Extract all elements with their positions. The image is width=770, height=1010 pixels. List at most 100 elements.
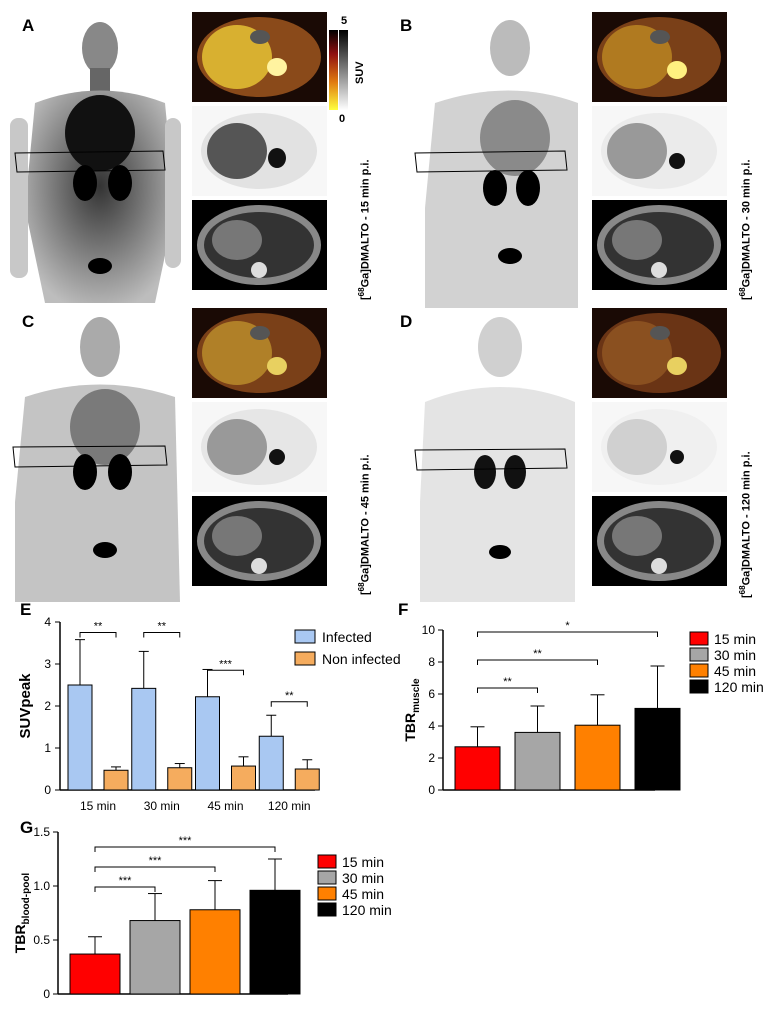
bar xyxy=(129,920,181,995)
legend-label: 15 min xyxy=(342,854,384,870)
mip-body-image-d xyxy=(414,317,575,602)
legend-swatch xyxy=(317,886,337,901)
y-axis-label: TBRblood-pool xyxy=(12,873,32,954)
ct-axial-image-b xyxy=(592,200,727,290)
x-tick-label: 120 min xyxy=(268,799,311,810)
chart-g: 0 0.5 1.0 1.5 TBRblood-pool *** *** *** 15 min30… xyxy=(12,825,392,1001)
significance-bracket xyxy=(207,669,244,676)
significance-bracket xyxy=(94,866,216,872)
suv-min-label: 0 xyxy=(339,113,345,124)
legend-label: 30 min xyxy=(342,870,384,886)
significance-label: *** xyxy=(119,875,133,887)
significance-bracket xyxy=(79,632,117,638)
chart-e: 0 1 2 3 4 SUVpeak 15 min ** 30 min ** 45 min *** 120… xyxy=(17,615,400,810)
mip-body-image-c xyxy=(12,317,180,602)
y-tick-label: 8 xyxy=(428,655,435,669)
fused-pet-ct-image-a xyxy=(192,12,327,102)
legend-label: 45 min xyxy=(342,886,384,902)
bar xyxy=(67,684,93,791)
y-tick-label: 0 xyxy=(428,783,435,797)
pet-axial-image-d xyxy=(592,402,727,492)
bar xyxy=(189,909,241,995)
caption-a: [68Ga]DMALTO - 15 min p.i. xyxy=(357,159,372,300)
ct-axial-image-d xyxy=(592,496,727,586)
y-tick-label: 2 xyxy=(44,699,51,713)
legend-swatch xyxy=(294,629,316,644)
legend-swatch xyxy=(317,902,337,917)
y-tick-label: 3 xyxy=(44,657,51,671)
bar xyxy=(195,696,220,791)
significance-bracket xyxy=(477,659,598,665)
bar xyxy=(258,735,284,791)
panel-letter-g: G xyxy=(20,818,34,837)
y-tick-label: 0.5 xyxy=(33,933,50,947)
bar xyxy=(131,687,157,791)
panel-letter-f: F xyxy=(398,600,409,619)
x-tick-label: 45 min xyxy=(207,799,243,810)
y-tick-label: 0 xyxy=(44,783,51,797)
y-tick-label: 10 xyxy=(422,623,436,637)
significance-label: * xyxy=(565,620,570,632)
significance-label: ** xyxy=(157,621,166,633)
y-tick-label: 6 xyxy=(428,687,435,701)
legend-swatch xyxy=(317,854,337,869)
panel-letter-e: E xyxy=(20,600,32,619)
significance-bracket xyxy=(270,701,308,707)
caption-d: [68Ga]DMALTO - 120 min p.i. xyxy=(738,451,753,598)
bar xyxy=(249,889,301,995)
legend-swatch xyxy=(317,870,337,885)
significance-label: ** xyxy=(285,690,294,702)
y-tick-label: 0 xyxy=(43,987,50,1001)
significance-bracket xyxy=(94,886,156,892)
pet-axial-image-b xyxy=(592,106,727,196)
legend-label: 45 min xyxy=(714,663,756,679)
panel-letter-a: A xyxy=(22,16,35,35)
panel-letter-d: D xyxy=(400,312,413,331)
significance-label: *** xyxy=(219,658,233,670)
caption-c: [68Ga]DMALTO - 45 min p.i. xyxy=(357,454,372,595)
legend-swatch xyxy=(689,663,709,678)
bar xyxy=(69,953,121,995)
significance-bracket xyxy=(143,632,181,638)
pet-axial-image-a xyxy=(192,106,327,196)
mip-body-image-b xyxy=(414,20,578,308)
fused-pet-ct-image-d xyxy=(592,308,727,398)
y-tick-label: 4 xyxy=(428,719,435,733)
suv-axis-label: SUV xyxy=(354,61,366,84)
significance-label: *** xyxy=(149,855,163,867)
panel-letter-c: C xyxy=(22,312,35,331)
x-tick-label: 15 min xyxy=(80,799,116,810)
legend-swatch xyxy=(294,651,316,666)
bar xyxy=(574,724,621,791)
significance-label: *** xyxy=(179,835,193,847)
ct-axial-image-a xyxy=(192,200,327,290)
bar xyxy=(634,707,681,791)
caption-b: [68Ga]DMALTO - 30 min p.i. xyxy=(738,159,753,300)
y-tick-label: 1 xyxy=(44,741,51,755)
bar xyxy=(454,746,501,791)
bar xyxy=(514,731,561,791)
legend-label: 120 min xyxy=(714,679,764,695)
significance-label: ** xyxy=(94,621,103,633)
bar xyxy=(103,769,129,791)
bar xyxy=(294,768,320,791)
pet-axial-image-c xyxy=(192,402,327,492)
y-tick-label: 4 xyxy=(44,615,51,629)
bar xyxy=(167,767,193,791)
ct-axial-image-c xyxy=(192,496,327,586)
suv-max-label: 5 xyxy=(341,15,347,27)
significance-label: ** xyxy=(533,648,542,660)
fused-pet-ct-image-c xyxy=(192,308,327,398)
panel-letter-b: B xyxy=(400,16,413,35)
y-tick-label: 2 xyxy=(428,751,435,765)
significance-bracket xyxy=(477,687,538,693)
legend-label: Non infected xyxy=(322,651,400,667)
legend-label: Infected xyxy=(322,629,372,645)
x-tick-label: 30 min xyxy=(144,799,180,810)
y-tick-label: 1.0 xyxy=(33,879,50,893)
legend-label: 30 min xyxy=(714,647,756,663)
significance-bracket xyxy=(94,846,276,852)
y-axis-label: TBRmuscle xyxy=(402,678,422,742)
y-tick-label: 1.5 xyxy=(33,825,50,839)
